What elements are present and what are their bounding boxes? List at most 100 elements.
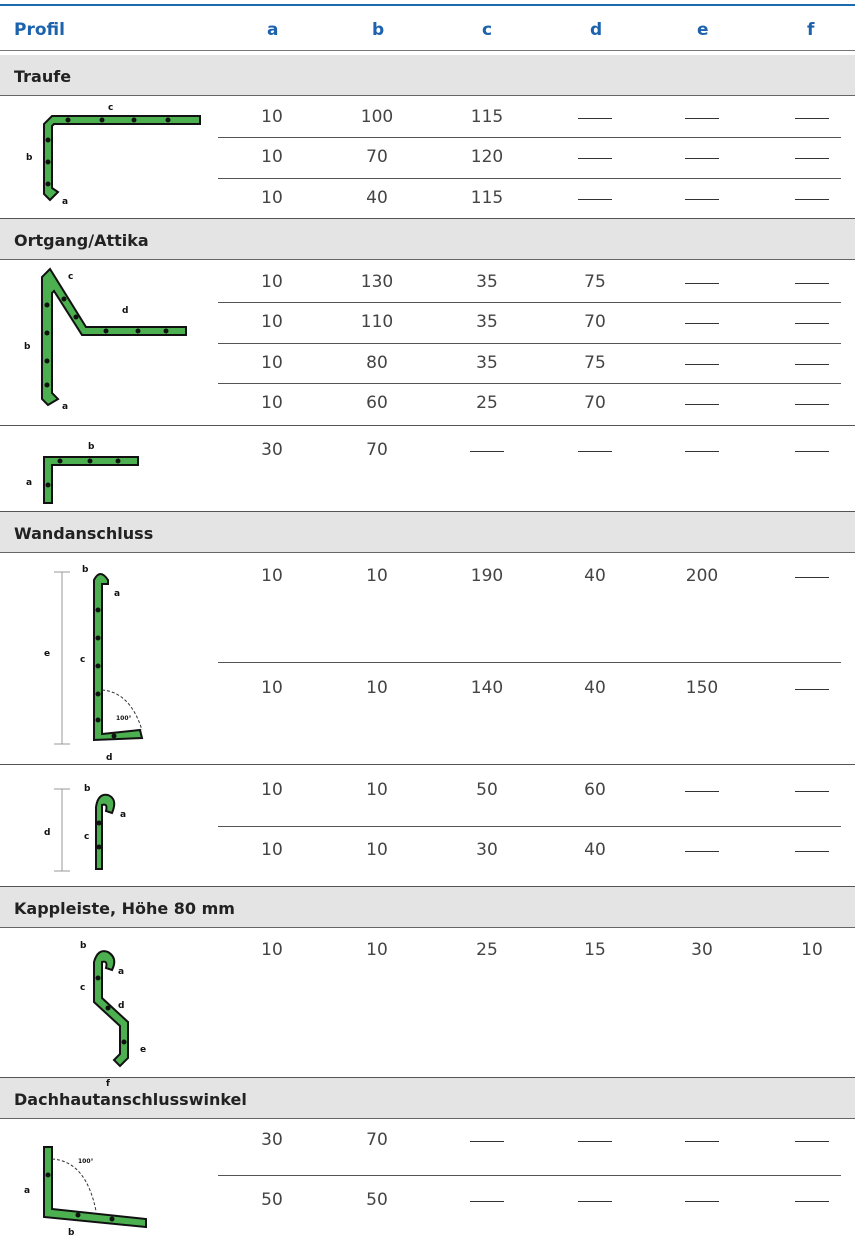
dach-label-b: b xyxy=(68,1228,75,1235)
empty-dash xyxy=(795,158,829,159)
section-header: Kappleiste, Höhe 80 mm xyxy=(0,887,855,928)
header-col-a: a xyxy=(267,20,279,40)
table-cell: 35 xyxy=(476,353,498,373)
group-divider xyxy=(0,425,855,426)
section-title: Dachhautanschlusswinkel xyxy=(14,1090,247,1109)
empty-dash xyxy=(685,791,719,792)
empty-dash xyxy=(685,1141,719,1142)
table-cell: 150 xyxy=(685,678,719,698)
table-cell: 115 xyxy=(470,107,504,127)
section-header: Wandanschluss xyxy=(0,512,855,553)
empty-dash xyxy=(578,158,612,159)
header-col-d: d xyxy=(590,20,603,40)
row-divider xyxy=(218,302,841,303)
kapp-label-d: d xyxy=(118,1001,124,1011)
table-cell: 40 xyxy=(584,566,606,586)
ortgang-small-label-b: b xyxy=(88,442,95,452)
section-title: Traufe xyxy=(14,67,72,86)
table-cell: 50 xyxy=(261,1190,283,1210)
table-cell: 200 xyxy=(685,566,719,586)
section-header: Traufe xyxy=(0,55,855,96)
table-cell: 60 xyxy=(366,393,388,413)
table-cell: 70 xyxy=(584,393,606,413)
header-col-f: f xyxy=(807,20,815,40)
ortgang-label-b: b xyxy=(24,342,31,352)
group-divider xyxy=(0,764,855,765)
kapp-label-e: e xyxy=(140,1045,146,1055)
wand-label-d: d xyxy=(106,753,112,763)
kapp-label-a: a xyxy=(118,967,124,977)
empty-dash xyxy=(578,1201,612,1202)
empty-dash xyxy=(795,364,829,365)
group-divider xyxy=(0,218,855,219)
table-cell: 30 xyxy=(691,940,713,960)
dachhaut-profile-diagram: a 100° b xyxy=(24,1146,147,1235)
empty-dash xyxy=(578,1141,612,1142)
table-cell: 70 xyxy=(366,440,388,460)
wand-small-label-c: c xyxy=(84,832,89,842)
empty-dash xyxy=(685,199,719,200)
section-title: Wandanschluss xyxy=(14,524,154,543)
table-cell: 100 xyxy=(360,107,394,127)
header-col-b: b xyxy=(372,20,385,40)
table-cell: 140 xyxy=(470,678,504,698)
wandanschluss-profile-diagram: b a e c 100° d xyxy=(44,565,144,763)
kapp-label-f: f xyxy=(106,1079,110,1089)
row-divider xyxy=(218,178,841,179)
table-cell: 70 xyxy=(584,312,606,332)
empty-dash xyxy=(578,451,612,452)
section-title: Kappleiste, Höhe 80 mm xyxy=(14,899,235,918)
empty-dash xyxy=(685,283,719,284)
empty-dash xyxy=(470,451,504,452)
traufe-label-a: a xyxy=(62,197,68,207)
table-cell: 35 xyxy=(476,272,498,292)
empty-dash xyxy=(795,577,829,578)
table-cell: 10 xyxy=(366,780,388,800)
empty-dash xyxy=(578,199,612,200)
empty-dash xyxy=(795,1141,829,1142)
table-cell: 50 xyxy=(476,780,498,800)
ortgang-small-profile-diagram: b a xyxy=(26,442,139,504)
wand-label-angle: 100° xyxy=(116,715,132,722)
table-cell: 40 xyxy=(584,840,606,860)
table-cell: 40 xyxy=(584,678,606,698)
row-divider xyxy=(218,662,841,663)
table-cell: 35 xyxy=(476,312,498,332)
group-divider xyxy=(0,886,855,887)
table-cell: 60 xyxy=(584,780,606,800)
empty-dash xyxy=(795,1201,829,1202)
table-cell: 25 xyxy=(476,393,498,413)
table-cell: 50 xyxy=(366,1190,388,1210)
kapp-label-b: b xyxy=(80,941,87,951)
empty-dash xyxy=(795,323,829,324)
section-header: Ortgang/Attika xyxy=(0,219,855,260)
table-cell: 30 xyxy=(476,840,498,860)
table-cell: 70 xyxy=(366,1130,388,1150)
section-title: Ortgang/Attika xyxy=(14,231,149,250)
empty-dash xyxy=(685,851,719,852)
table-cell: 10 xyxy=(261,147,283,167)
empty-dash xyxy=(685,451,719,452)
wand-label-a: a xyxy=(114,589,120,599)
table-cell: 30 xyxy=(261,1130,283,1150)
table-cell: 10 xyxy=(366,940,388,960)
table-cell: 40 xyxy=(366,188,388,208)
row-divider xyxy=(218,826,841,827)
empty-dash xyxy=(795,199,829,200)
empty-dash xyxy=(685,158,719,159)
traufe-profile-diagram: c b a xyxy=(26,103,201,207)
empty-dash xyxy=(795,689,829,690)
empty-dash xyxy=(685,118,719,119)
empty-dash xyxy=(685,323,719,324)
kappleiste-profile-diagram: b a c d e f xyxy=(80,941,146,1089)
ortgang-small-label-a: a xyxy=(26,478,32,488)
dach-label-angle: 100° xyxy=(78,1158,94,1165)
empty-dash xyxy=(795,118,829,119)
empty-dash xyxy=(470,1201,504,1202)
header-profil: Profil xyxy=(14,20,65,40)
group-divider xyxy=(0,1077,855,1078)
table-cell: 10 xyxy=(261,678,283,698)
table-cell: 30 xyxy=(261,440,283,460)
table-cell: 10 xyxy=(261,272,283,292)
empty-dash xyxy=(795,791,829,792)
